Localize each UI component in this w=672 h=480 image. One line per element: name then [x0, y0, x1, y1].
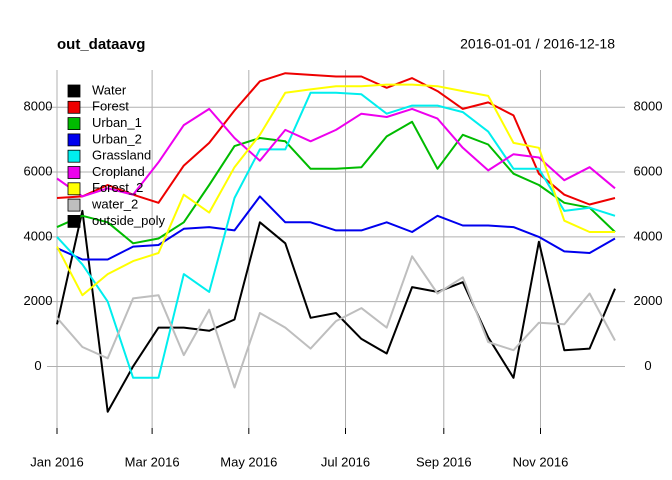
x-tick-label: May 2016: [220, 454, 277, 469]
y2-tick-label: 2000: [634, 293, 663, 308]
series-line: [56, 209, 616, 413]
y2-tick-label: 4000: [634, 228, 663, 243]
series-line: [56, 91, 616, 379]
x-tick-label: Mar 2016: [125, 454, 180, 469]
chart-subtitle: 2016-01-01 / 2016-12-18: [460, 36, 615, 52]
legend-label: outside_poly: [92, 213, 165, 228]
series-line: [56, 255, 616, 389]
y-tick-label: 4000: [24, 228, 53, 243]
legend-swatch: [67, 214, 81, 228]
series-line: [56, 107, 616, 198]
legend-label: water_2: [91, 197, 138, 212]
legend-swatch: [67, 100, 81, 114]
legend-label: Urban_1: [92, 115, 142, 130]
legend-label: Grassland: [92, 148, 151, 163]
series-line: [56, 72, 616, 206]
legend-label: Cropland: [92, 164, 145, 179]
y-tick-label: 0: [34, 358, 41, 373]
x-tick-label: Nov 2016: [513, 454, 569, 469]
legend-swatch: [67, 149, 81, 163]
legend-swatch: [67, 133, 81, 147]
y-tick-label: 6000: [24, 163, 53, 178]
y-tick-label: 2000: [24, 293, 53, 308]
legend-swatch: [67, 166, 81, 179]
legend-label: Urban_2: [92, 131, 142, 146]
chart-title: out_dataavg: [57, 36, 145, 53]
legend-swatch: [67, 84, 81, 98]
legend-label: Forest_2: [92, 180, 143, 195]
y2-tick-label: 6000: [634, 163, 663, 178]
legend-label: Forest: [92, 99, 129, 114]
y2-tick-label: 8000: [634, 99, 663, 114]
legend-swatch: [67, 198, 81, 212]
y2-tick-label: 0: [644, 358, 651, 373]
series-line: [56, 195, 616, 261]
y-tick-label: 8000: [24, 99, 53, 114]
series-line: [56, 120, 616, 245]
legend-label: Water: [92, 82, 127, 97]
legend-swatch: [67, 117, 81, 130]
series-line: [56, 83, 615, 297]
x-tick-label: Sep 2016: [416, 454, 472, 469]
x-tick-label: Jul 2016: [321, 454, 370, 469]
legend-swatch: [67, 182, 81, 196]
x-tick-label: Jan 2016: [30, 454, 84, 469]
